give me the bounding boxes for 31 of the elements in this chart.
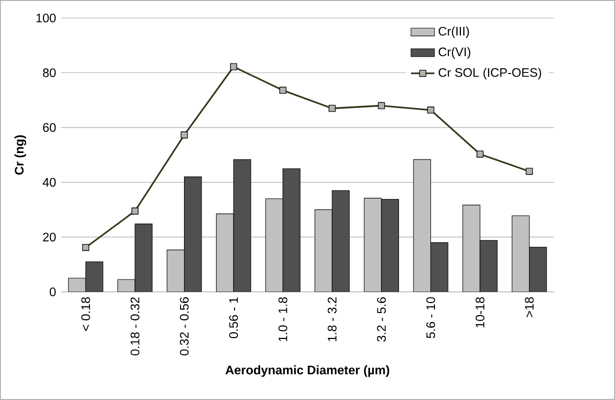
bar <box>430 242 448 292</box>
bar <box>381 199 399 292</box>
y-tick-label: 100 <box>36 14 56 22</box>
x-tick-label: 0.18 - 0.32 <box>130 297 140 356</box>
bar <box>332 190 350 292</box>
y-tick-label: 60 <box>43 123 56 132</box>
legend-label: Cr(VI) <box>438 47 470 59</box>
x-tick-label: 5.6 - 10 <box>426 297 436 338</box>
bar <box>480 240 498 292</box>
x-tick-label: 3.2 - 5.6 <box>377 297 386 342</box>
x-tick-label: 1.0 - 1.8 <box>278 297 288 342</box>
y-tick-label: 80 <box>42 68 56 78</box>
bar <box>529 247 547 292</box>
y-axis-title: Cr (ng) <box>14 135 26 175</box>
bar <box>134 224 153 292</box>
x-tick-label: 0.56 - 1 <box>229 297 238 338</box>
x-axis-title: Aerodynamic Diameter (µm) <box>226 365 390 377</box>
y-tick-label: 40 <box>42 178 56 187</box>
bar <box>233 159 252 292</box>
y-tick-label: 0 <box>50 288 56 296</box>
x-tick-label: 0.32 - 0.56 <box>180 297 189 356</box>
y-tick-label: 20 <box>43 232 56 242</box>
x-tick-label: >18 <box>524 297 534 318</box>
x-tick-label: < 0.18 <box>81 297 90 331</box>
x-tick-label: 10-18 <box>476 297 484 328</box>
legend-label: Cr SOL (ICP-OES) <box>438 68 542 80</box>
legend-label: Cr(III) <box>438 26 469 38</box>
x-tick-label: 1.8 - 3.2 <box>328 297 337 342</box>
bar <box>85 262 104 292</box>
bar <box>282 168 300 292</box>
bar <box>184 176 202 292</box>
